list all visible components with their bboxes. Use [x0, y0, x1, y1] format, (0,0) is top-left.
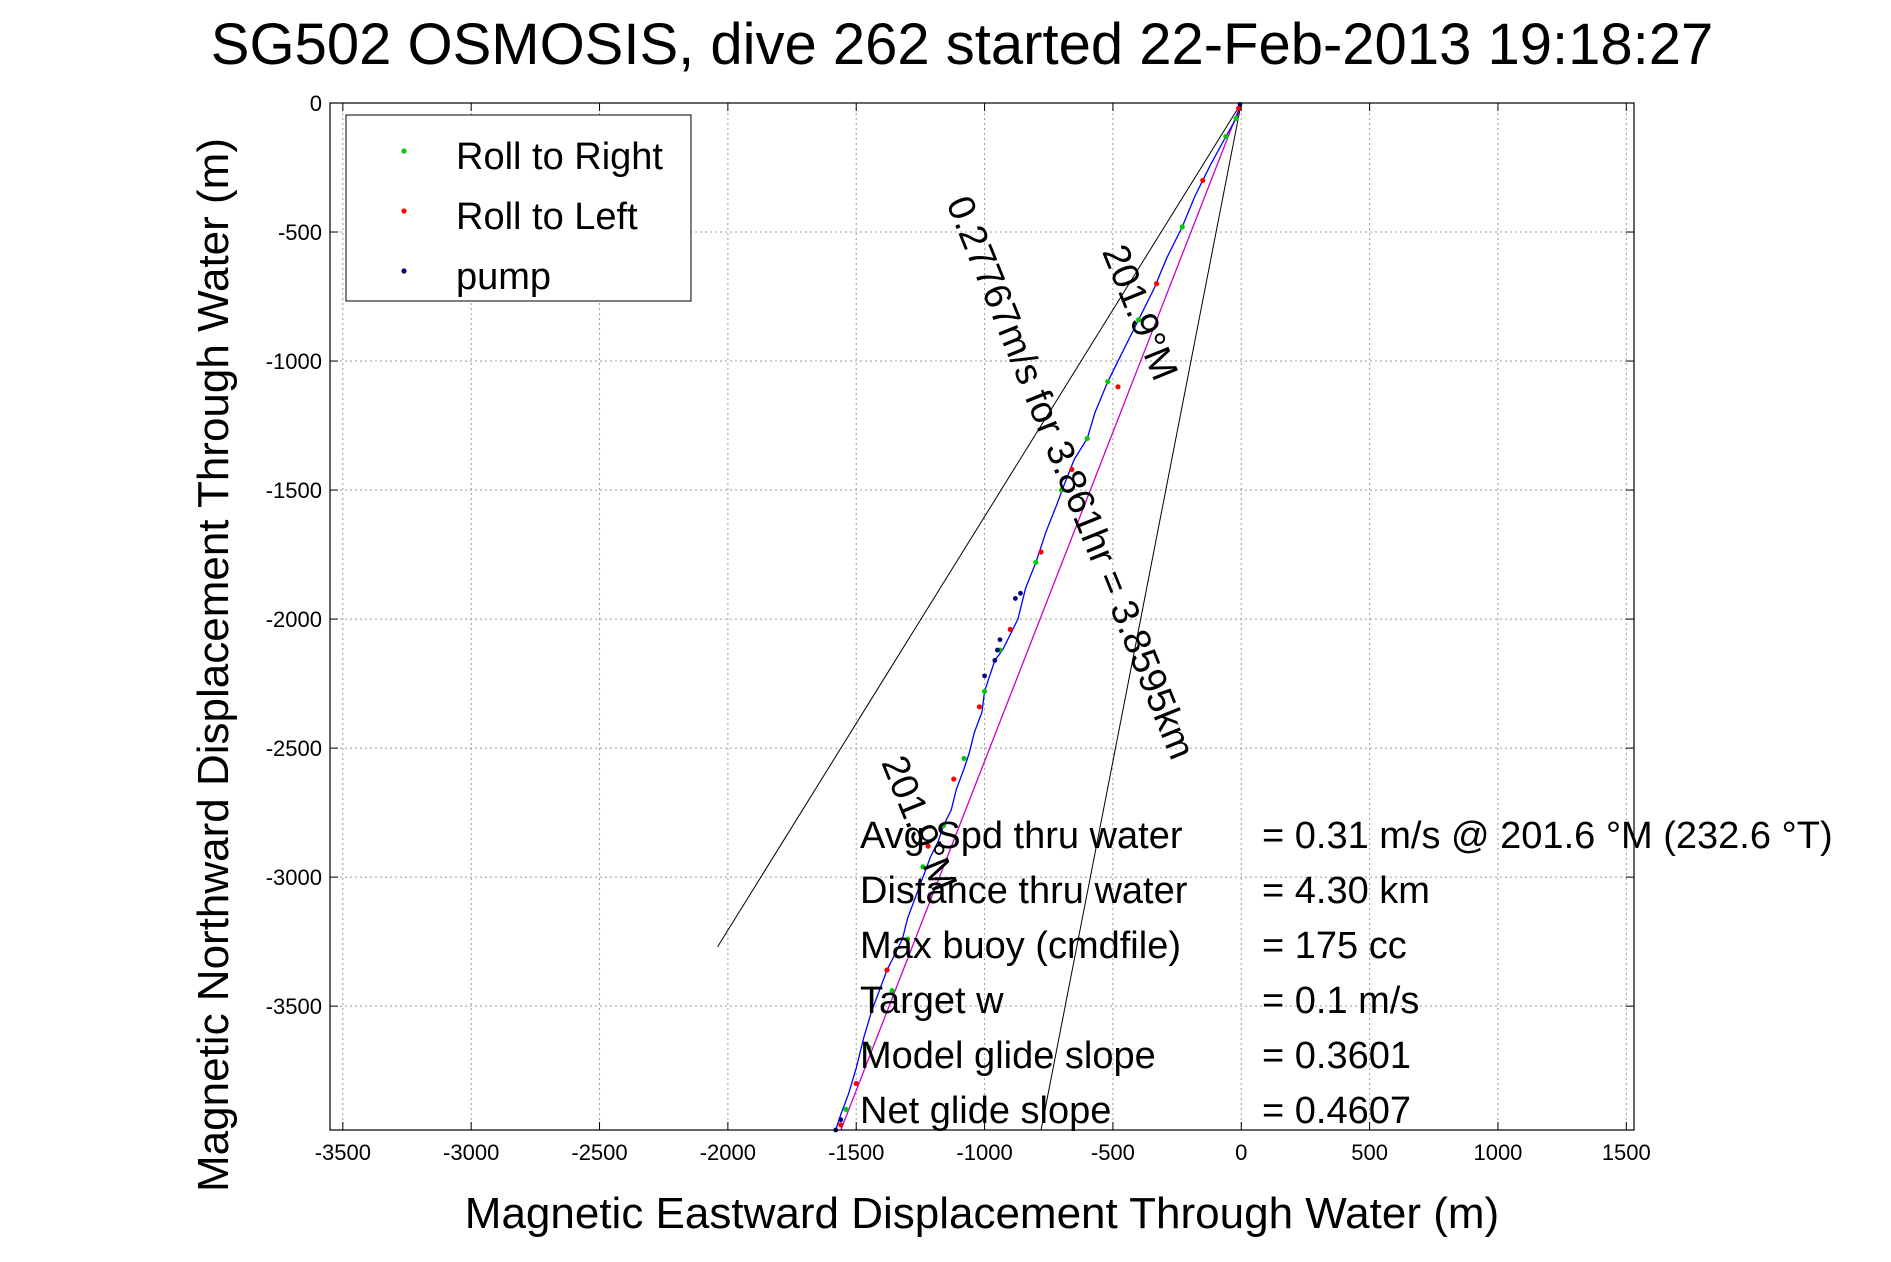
- roll-left-point: [1115, 384, 1121, 390]
- roll-right-point: [1105, 379, 1111, 385]
- roll-right-point: [866, 1044, 872, 1051]
- x-tick-label: -3000: [443, 1140, 499, 1165]
- legend-label: pump: [456, 256, 551, 298]
- stat-value: = 175 cc: [1262, 925, 1407, 967]
- chart-title: SG502 OSMOSIS, dive 262 started 22-Feb-2…: [211, 12, 1713, 77]
- pump-point: [1012, 596, 1018, 601]
- y-tick-label: -500: [278, 220, 322, 245]
- roll-right-point: [1135, 317, 1142, 323]
- roll-right-point: [1033, 559, 1039, 565]
- stat-label: Max buoy (cmdfile): [860, 925, 1181, 967]
- course-line: [840, 102, 1242, 1131]
- roll-left-point: [884, 967, 890, 973]
- y-tick-label: -2000: [266, 607, 322, 632]
- pump-point: [992, 657, 998, 663]
- x-axis-label: Magnetic Eastward Displacement Through W…: [465, 1189, 1499, 1238]
- stat-label: Target w: [860, 980, 1004, 1022]
- plot-area: [717, 101, 1243, 1133]
- roll-right-point: [1223, 133, 1229, 140]
- roll-left-point: [1007, 626, 1013, 633]
- legend-marker: [401, 208, 407, 214]
- x-tick-label: -500: [1091, 1140, 1135, 1165]
- x-tick-label: -3500: [315, 1140, 371, 1165]
- y-tick-label: -3000: [266, 865, 322, 890]
- roll-left-point: [976, 704, 983, 710]
- stat-label: Model glide slope: [860, 1035, 1156, 1077]
- x-axis-ticks: -3500 -3000 -2500 -2000 -1500 -1000 -500 0 500 10…: [315, 103, 1651, 1165]
- track-line: [835, 102, 1242, 1131]
- legend-label: Roll to Left: [456, 196, 638, 238]
- x-tick-label: -1000: [956, 1140, 1012, 1165]
- x-tick-label: -2500: [571, 1140, 627, 1165]
- roll-right-point: [1084, 435, 1090, 442]
- stats-block: Avg Spd thru water = 0.31 m/s @ 201.6 °M …: [860, 815, 1833, 1132]
- roll-left-point: [838, 1122, 844, 1128]
- x-tick-label: -1500: [828, 1140, 884, 1165]
- pump-point: [838, 1117, 844, 1123]
- x-tick-label: 1500: [1602, 1140, 1651, 1165]
- legend: Roll to Right Roll to Left pump: [345, 114, 692, 302]
- roll-left-point: [1153, 281, 1160, 287]
- roll-right-point: [1233, 115, 1239, 122]
- roll-right-point: [1179, 224, 1185, 230]
- stat-value: = 0.3601: [1262, 1035, 1411, 1077]
- roll-right-point: [889, 988, 895, 994]
- plot-frame: [329, 102, 1635, 1131]
- y-tick-label: -1500: [266, 478, 322, 503]
- legend-marker: [401, 268, 407, 274]
- roll-left-point: [853, 1080, 859, 1087]
- stat-label: Avg Spd thru water: [860, 815, 1183, 857]
- y-tick-label: -3500: [266, 994, 322, 1019]
- roll-left-point: [951, 776, 957, 782]
- pump-point: [997, 637, 1003, 643]
- y-tick-label: 0: [310, 91, 322, 116]
- stat-label: Net glide slope: [860, 1090, 1111, 1132]
- roll-left-point: [1038, 549, 1044, 555]
- pump-point: [982, 673, 987, 679]
- x-tick-label: 1000: [1473, 1140, 1522, 1165]
- envelope-line: [1040, 102, 1242, 1131]
- roll-right-point: [920, 864, 926, 870]
- stat-value: = 4.30 km: [1262, 870, 1430, 912]
- y-axis-ticks: 0 -500 -1000 -1500 -2000 -2500 -3000 -3500: [266, 91, 1634, 1019]
- y-axis-label: Magnetic Northward Displacement Through …: [189, 138, 238, 1192]
- stat-value: = 0.31 m/s @ 201.6 °M (232.6 °T): [1262, 815, 1833, 857]
- x-tick-label: 0: [1235, 1140, 1247, 1165]
- roll-right-point: [904, 936, 911, 942]
- roll-left-point: [1069, 466, 1075, 473]
- pump-point: [995, 647, 1000, 653]
- y-tick-label: -2500: [266, 736, 322, 761]
- roll-right-point: [961, 755, 967, 762]
- roll-left-point: [925, 843, 931, 849]
- roll-right-point: [843, 1106, 849, 1112]
- envelope-line: [717, 102, 1242, 948]
- legend-marker: [401, 148, 407, 154]
- y-tick-label: -1000: [266, 349, 322, 374]
- stat-label: Distance thru water: [860, 870, 1188, 912]
- stat-value: = 0.1 m/s: [1262, 980, 1419, 1022]
- stat-value: = 0.4607: [1262, 1090, 1411, 1132]
- roll-right-point: [1058, 487, 1065, 493]
- x-tick-label: 500: [1351, 1140, 1388, 1165]
- pump-point: [1018, 590, 1023, 596]
- x-tick-label: -2000: [700, 1140, 756, 1165]
- roll-right-point: [981, 688, 988, 694]
- roll-left-point: [1200, 177, 1206, 184]
- legend-label: Roll to Right: [456, 136, 663, 178]
- roll-left-point: [1236, 105, 1242, 111]
- roll-right-point: [940, 822, 947, 829]
